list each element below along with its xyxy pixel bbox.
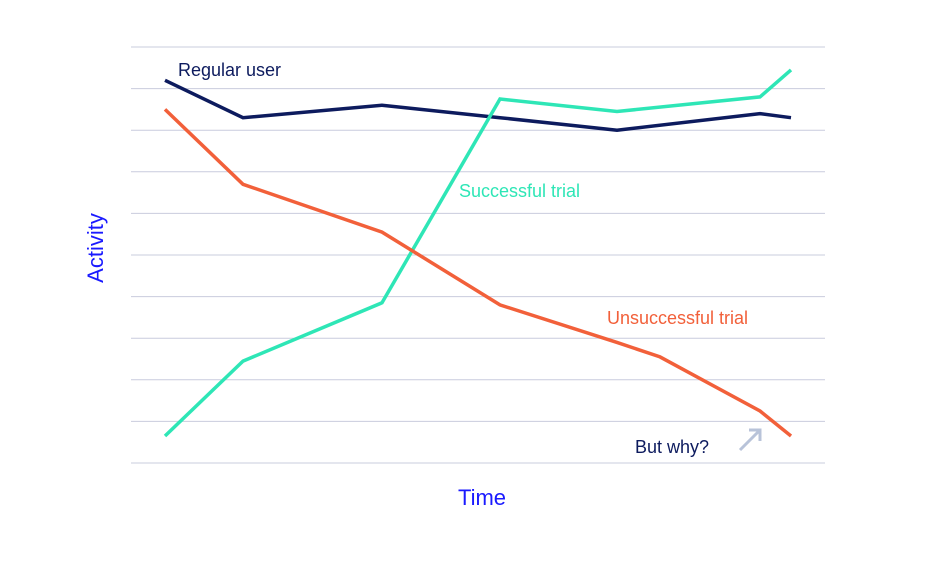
annotation-text: But why?: [635, 437, 709, 457]
series-line-successful-trial: [163, 68, 793, 438]
series-label-regular-user: Regular user: [178, 60, 281, 80]
x-axis-label: Time: [458, 485, 506, 510]
arrow-shaft: [738, 428, 762, 452]
series-line-unsuccessful-trial: [163, 108, 793, 438]
arrow-head: [749, 428, 762, 441]
y-axis-label: Activity: [83, 213, 108, 283]
series-label-successful-trial: Successful trial: [459, 181, 580, 201]
series-line-regular-user: [164, 78, 792, 132]
series-label-unsuccessful-trial: Unsuccessful trial: [607, 308, 748, 328]
series-lines: [163, 68, 793, 438]
arrow-icon: [738, 428, 762, 452]
grid: [131, 46, 825, 464]
